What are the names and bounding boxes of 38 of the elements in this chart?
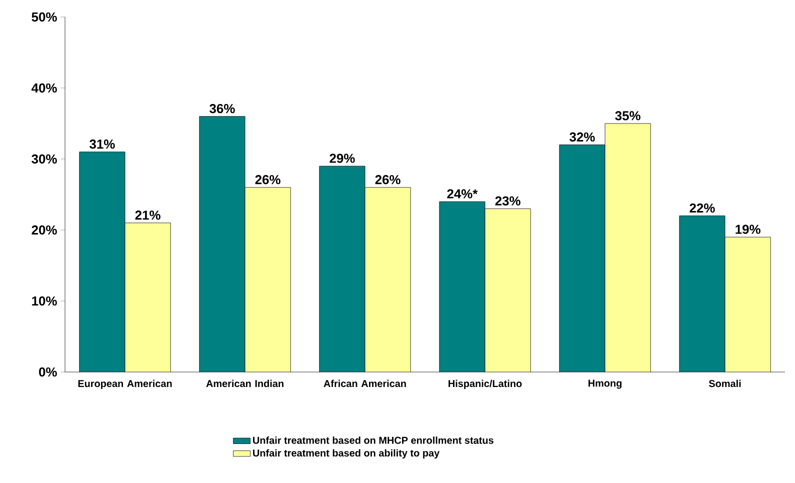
x-tick-label: American Indian <box>206 380 284 388</box>
y-tick-label: 10% <box>32 296 57 306</box>
y-tick-label: 0% <box>39 367 57 377</box>
y-tick-label: 20% <box>32 225 57 235</box>
x-tick-label: African American <box>324 380 406 388</box>
x-tick-label: Hispanic/Latino <box>448 380 522 390</box>
bar <box>485 208 531 372</box>
data-label: 24%* <box>447 189 478 198</box>
bar <box>319 166 366 372</box>
y-tick-label: 50% <box>32 12 57 22</box>
legend-label: Unfair treatment based on ability to pay <box>253 449 440 459</box>
bar <box>679 216 726 372</box>
data-label: 31% <box>90 140 115 149</box>
x-tick-label: Hmong <box>588 380 622 389</box>
bar <box>724 236 771 372</box>
data-label: 35% <box>615 111 640 120</box>
bar <box>245 187 291 372</box>
y-tick-label: 30% <box>32 154 57 164</box>
data-label: 29% <box>330 154 355 163</box>
bar <box>79 152 125 372</box>
y-tick-label: 40% <box>32 83 57 93</box>
data-label: 21% <box>135 210 160 220</box>
bar <box>605 123 651 372</box>
bar <box>559 144 606 372</box>
data-label: 19% <box>736 224 760 234</box>
data-label: 32% <box>570 132 595 142</box>
x-tick-label: European American <box>78 380 172 390</box>
legend-label: Unfair treatment based on MHCP enrollment status <box>253 436 494 444</box>
bar <box>199 116 246 372</box>
data-label: 26% <box>375 175 400 184</box>
x-tick-label: Somali <box>708 380 741 388</box>
data-label: 26% <box>255 175 280 184</box>
bar <box>439 202 486 372</box>
bar <box>125 222 171 372</box>
data-label: 36% <box>210 104 235 114</box>
data-label: 23% <box>495 196 520 206</box>
bar <box>365 187 411 372</box>
data-label: 22% <box>690 203 715 213</box>
